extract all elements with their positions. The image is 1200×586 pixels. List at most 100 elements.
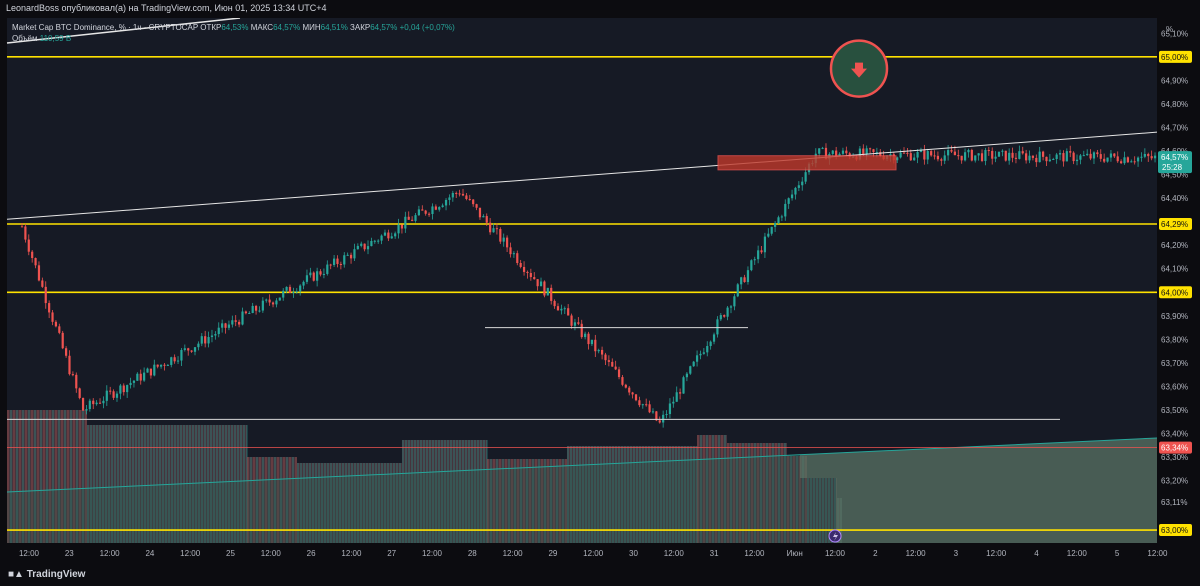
candle-body xyxy=(919,150,923,152)
footer-bar: ■▲ TradingView xyxy=(0,566,1200,586)
candle-body xyxy=(24,226,27,240)
candle-body xyxy=(1126,157,1129,163)
candle-body xyxy=(166,364,169,366)
candle-body xyxy=(597,349,600,352)
candle-body xyxy=(1099,154,1102,159)
last-price-badge-bg xyxy=(1158,151,1192,174)
candle-body xyxy=(567,308,570,316)
candle-body xyxy=(468,198,471,200)
x-tick-label: 23 xyxy=(65,549,74,558)
candle-body xyxy=(818,148,821,154)
candle-body xyxy=(299,285,302,292)
candle-body xyxy=(390,236,393,239)
candle-body xyxy=(404,216,407,229)
price-level-badge: 65,00% xyxy=(1161,53,1188,62)
candle-body xyxy=(896,157,899,161)
candle-body xyxy=(706,346,709,353)
candle-body xyxy=(295,291,298,293)
candle-body xyxy=(543,281,546,296)
tradingview-logo[interactable]: ■▲ TradingView xyxy=(8,569,85,580)
open-value: 64,53% xyxy=(221,23,249,32)
candle-body xyxy=(363,243,366,250)
candle-body xyxy=(424,210,427,214)
candle-body xyxy=(1092,152,1096,159)
candle-body xyxy=(821,147,824,149)
candle-body xyxy=(1048,159,1051,162)
candle-body xyxy=(1079,155,1082,160)
candle-body xyxy=(170,357,173,365)
candle-body xyxy=(770,226,773,234)
time-axis: 12:00 23 12:00 24 12:00 25 12:00 26 12:00 27 12:00… xyxy=(0,543,1200,566)
candle-body xyxy=(1147,153,1150,157)
y-tick-label: 64,80% xyxy=(1161,100,1188,109)
x-tick-label: 12:00 xyxy=(422,549,443,558)
candle-body xyxy=(519,263,522,267)
candle-body xyxy=(617,369,621,378)
candle-body xyxy=(736,284,739,297)
candle-body xyxy=(865,148,868,155)
candle-body xyxy=(767,233,770,237)
candle-body xyxy=(248,313,251,315)
candle-body xyxy=(455,192,458,194)
candle-body xyxy=(332,258,336,265)
candle-body xyxy=(831,150,834,154)
candle-body xyxy=(916,151,919,158)
candle-body xyxy=(1086,153,1089,156)
candle-body xyxy=(750,260,753,271)
candle-body xyxy=(71,374,74,376)
candle-body xyxy=(947,150,950,156)
candle-body xyxy=(1069,151,1072,153)
candle-body xyxy=(1106,157,1109,162)
candle-body xyxy=(685,373,688,378)
candle-body xyxy=(614,366,617,370)
volume-area-shade xyxy=(800,438,1157,543)
candle-body xyxy=(136,373,139,381)
x-tick-label: Июн xyxy=(787,549,803,558)
candle-body xyxy=(638,400,641,406)
candle-body xyxy=(322,273,326,275)
candle-body xyxy=(909,153,912,161)
candle-body xyxy=(400,224,404,229)
symbol-name[interactable]: Market Cap BTC Dominance, % · 1ч · CRYPT… xyxy=(12,23,199,32)
candle-body xyxy=(682,377,685,394)
candle-body xyxy=(634,394,638,401)
candle-body xyxy=(723,315,726,317)
candle-body xyxy=(1140,156,1143,158)
candle-body xyxy=(621,377,624,385)
candle-body xyxy=(261,300,264,311)
candle-body xyxy=(20,226,24,228)
candle-body xyxy=(858,148,862,160)
candle-body xyxy=(991,150,994,159)
candle-body xyxy=(692,361,695,367)
candle-body xyxy=(797,185,800,188)
candle-body xyxy=(377,240,380,242)
candle-body xyxy=(316,271,319,281)
tradingview-logo-icon: ■▲ xyxy=(8,569,27,580)
candle-body xyxy=(1038,151,1041,163)
candle-body xyxy=(668,403,672,415)
x-tick-label: 12:00 xyxy=(583,549,604,558)
candle-body xyxy=(214,334,217,336)
candle-body xyxy=(407,216,410,220)
candle-body xyxy=(58,326,61,333)
candle-body xyxy=(397,224,400,234)
candle-body xyxy=(472,199,475,205)
trendline xyxy=(6,131,1158,220)
candle-body xyxy=(153,364,156,376)
candle-body xyxy=(275,300,278,305)
candle-body xyxy=(970,149,973,161)
candle-body xyxy=(241,311,244,325)
candle-body xyxy=(702,352,705,354)
high-label: МАКС xyxy=(250,23,274,32)
x-tick-label: 12:00 xyxy=(19,549,40,558)
candle-body xyxy=(146,368,149,373)
x-tick-label: 12:00 xyxy=(100,549,121,558)
candle-body xyxy=(729,306,733,308)
candle-body xyxy=(868,148,872,150)
volume-price-badge-bg xyxy=(1159,441,1192,454)
candle-body xyxy=(695,355,699,362)
candle-body xyxy=(1031,155,1035,158)
candle-body xyxy=(506,237,509,248)
